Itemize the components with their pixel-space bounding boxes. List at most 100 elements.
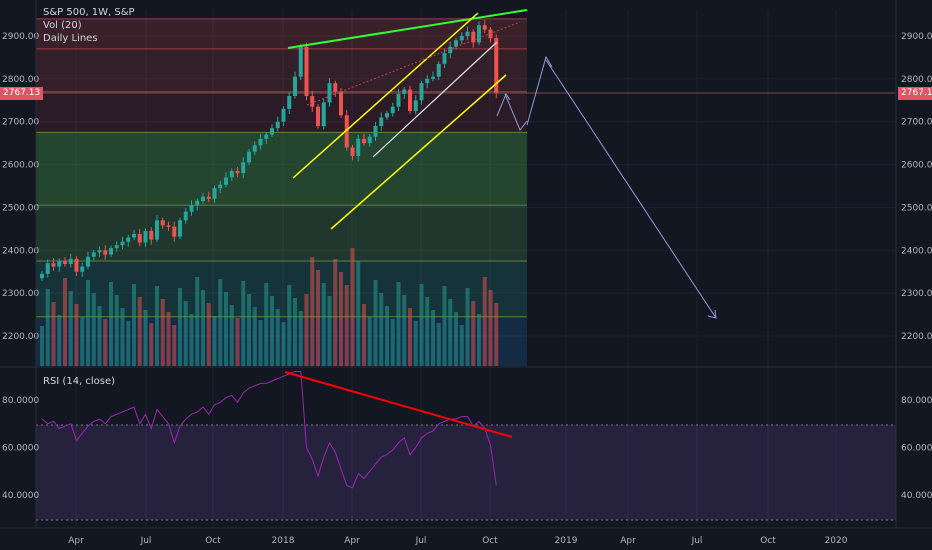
volume-bar [310,257,315,366]
time-tick-label: 2020 [825,536,848,546]
rsi-tick-label-left: 40.0000 [2,491,39,501]
volume-bar [298,311,303,366]
channel-upper-line [292,12,479,179]
channel-mid-line [372,41,498,158]
candle-body [344,115,349,148]
candle-body [178,220,182,237]
candle-body [57,261,62,267]
volume-bar [327,296,332,366]
projection-arrow-head [707,309,717,319]
price-tick-label-left: 2300.00 [2,289,39,299]
volume-bar [120,308,125,366]
resistance-line [287,9,528,49]
candle-body [373,126,378,137]
volume-bar [45,289,50,366]
rsi-tick-label-right: 60.0000 [901,444,932,454]
candle-body [459,36,464,41]
volume-bar [419,284,424,366]
candle-body [454,40,458,47]
rsi-divergence-line [284,371,513,438]
volume-bar [195,277,200,366]
candle-body [408,89,412,111]
volume-bar [482,277,487,366]
volume-bar [241,281,246,366]
volume-bar [103,319,108,366]
candle-body [229,171,234,178]
price-tick-label-left: 2800.00 [2,75,39,85]
volume-bar [425,297,430,366]
candle-body [339,91,343,116]
volume-bar [97,306,102,366]
candle-body [362,138,366,144]
volume-bar [465,288,470,366]
volume-bar [258,320,263,366]
projection-arrow-up [526,55,553,126]
volume-bar [396,282,401,366]
candle-body [419,83,424,101]
volume-bar [275,309,280,366]
candle-body [132,234,136,238]
candle-body [143,231,148,243]
candle-body [235,171,240,174]
candle-body [304,46,309,96]
candle-body [333,83,338,92]
volume-bar [91,293,96,366]
volume-bar [367,317,372,366]
candle-body [477,25,481,43]
rsi-band [36,425,896,520]
price-tick-label-right: 2600.00 [901,161,932,171]
candle-body [172,226,177,237]
rsi-legend[interactable]: RSI (14, close) [43,376,116,387]
candle-body [166,225,171,227]
daily-lines-label[interactable]: Daily Lines [43,33,98,44]
symbol-title[interactable]: S&P 500, 1W, S&P [43,7,135,18]
volume-bar [488,290,493,366]
volume-bar [316,270,320,366]
volume-bar [431,310,435,366]
volume-bar [436,323,441,366]
candle-body [109,248,113,255]
volume-bar [373,280,378,366]
candle-body [471,31,476,43]
volume-bar [494,303,499,366]
fib-zone [36,205,527,261]
candle-body [68,258,73,264]
volume-bar [408,308,412,366]
projection-arrow-small [496,92,511,117]
last-price-tag-left: 2767.13 [0,87,44,100]
candle-body [149,231,154,240]
volume-bar [183,301,188,366]
volume-bar [80,317,85,366]
volume-bar [402,295,407,366]
fib-zone [36,48,527,92]
candle-body [465,31,470,36]
candle-body [379,117,384,126]
volume-bar [212,316,217,366]
volume-bar [229,305,234,366]
candle-body [51,263,56,267]
candle-body [413,100,418,111]
candle-body [114,245,119,249]
volume-bar [270,296,274,366]
price-tick-label-left: 2400.00 [2,246,39,256]
time-tick-label: Jul [691,536,703,546]
candle-body [287,96,292,109]
volume-bars [40,248,499,366]
candle-body [425,78,430,84]
candle-body [206,196,211,199]
candle-body [160,220,165,226]
volume-bar [333,259,338,366]
candle-body [183,211,188,221]
time-tick-label: Apr [344,536,360,546]
candle-body [97,250,102,253]
volume-bar [413,321,418,366]
last-price-tag-right: 2767.13 [898,87,932,100]
time-tick-label: Apr [620,536,636,546]
volume-bar [189,314,194,366]
volume-bar [201,290,205,366]
volume-bar [304,294,309,366]
volume-indicator-label[interactable]: Vol (20) [43,20,82,31]
volume-bar [114,295,119,366]
candle-body [293,76,297,96]
